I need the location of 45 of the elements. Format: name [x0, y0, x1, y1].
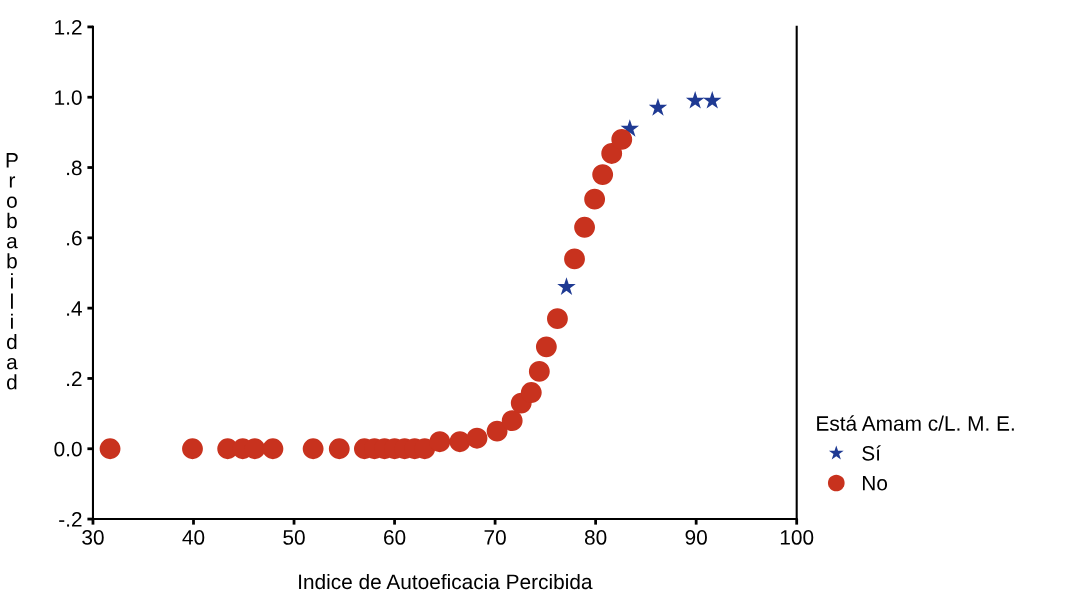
y-tick-label: .8 [67, 160, 82, 176]
point [535, 336, 557, 358]
point [429, 431, 451, 453]
point [328, 438, 350, 460]
point [592, 164, 614, 185]
y-tick-label: .6 [67, 230, 82, 246]
point [611, 128, 633, 150]
legend-label: No [862, 475, 888, 491]
x-tick-label: 80 [584, 530, 607, 545]
point [601, 143, 623, 164]
point [262, 438, 284, 460]
x-tick-label: 90 [685, 530, 707, 545]
y-tick-label: .2 [67, 371, 82, 386]
point [99, 438, 121, 460]
point [564, 248, 585, 270]
legend-title: Está Amam c/L. M. E. [817, 415, 1014, 431]
point [557, 277, 576, 295]
y-tick-label: -.2 [59, 512, 82, 527]
point [466, 427, 488, 449]
y-tick-label: 0.0 [54, 441, 82, 457]
x-tick-label: 70 [484, 530, 506, 545]
y-tick-label: .4 [67, 301, 82, 316]
point [547, 308, 568, 330]
x-tick-label: 30 [82, 530, 104, 545]
x-axis-title: Indice de Autoeficacia Percibida [299, 573, 593, 590]
point [302, 438, 324, 460]
y-tick-label: 1.0 [55, 90, 82, 105]
point [520, 382, 542, 403]
x-tick-label: 40 [182, 530, 205, 545]
x-tick-label: 60 [384, 530, 406, 545]
x-tick-label: 100 [780, 530, 814, 545]
point [449, 431, 471, 453]
y-tick-label: 1.2 [55, 19, 82, 35]
point [574, 216, 595, 238]
point [486, 420, 508, 442]
legend-label: Sí [862, 445, 881, 461]
point [703, 91, 722, 109]
point [182, 438, 203, 460]
point [528, 361, 550, 382]
point [584, 188, 606, 210]
point [685, 91, 705, 109]
x-tick-label: 50 [283, 530, 305, 545]
text: Probabilidad [6, 153, 18, 390]
point [648, 98, 668, 116]
point [501, 410, 523, 432]
